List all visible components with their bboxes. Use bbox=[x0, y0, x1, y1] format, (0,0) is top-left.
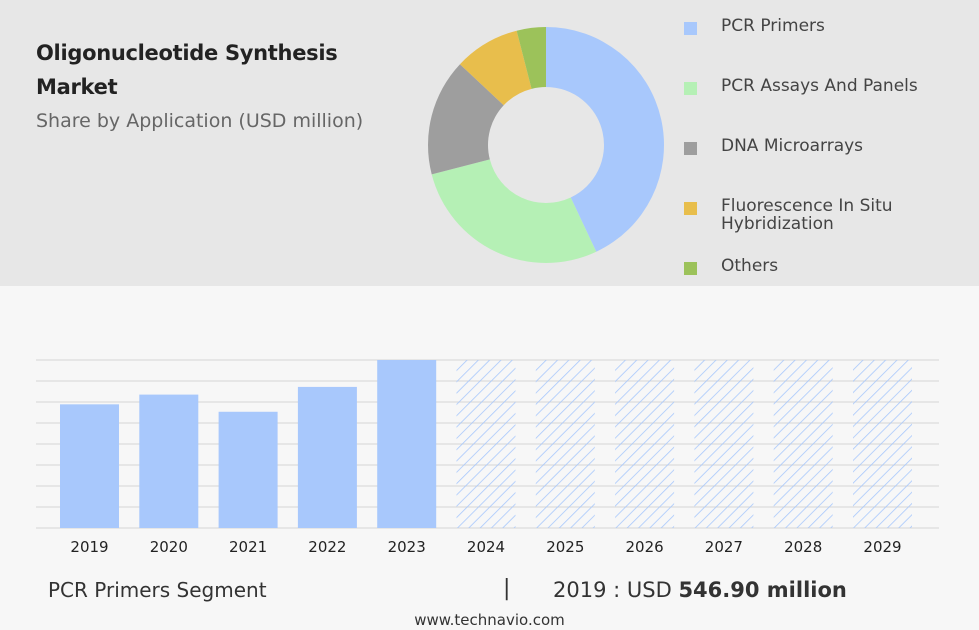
segment-value-text: 546.90 million bbox=[678, 578, 847, 602]
x-tick-label: 2027 bbox=[705, 538, 743, 556]
legend-swatch bbox=[684, 22, 697, 35]
legend-label: DNA Microarrays bbox=[721, 136, 864, 156]
x-tick-label: 2025 bbox=[546, 538, 584, 556]
chart-subtitle: Share by Application (USD million) bbox=[36, 110, 364, 132]
forecast-bar-2025 bbox=[535, 360, 595, 528]
donut-slice-pcr-assays-and-panels bbox=[431, 159, 597, 263]
donut-slice-fluorescence-in-situ-hybridization bbox=[459, 30, 532, 106]
x-tick-label: 2028 bbox=[784, 538, 822, 556]
bar-chart: 2019 2020 2021 2022 2023 2024 2025 2026 2027 2028… bbox=[36, 359, 939, 556]
x-tick-label: 2029 bbox=[863, 538, 901, 556]
forecast-bar-2027 bbox=[694, 360, 754, 528]
bar-2019 bbox=[60, 404, 119, 528]
forecast-bar-2024 bbox=[456, 360, 516, 528]
footer-separator: | bbox=[503, 576, 511, 601]
legend-swatch bbox=[684, 202, 697, 215]
segment-year-text: 2019 : USD bbox=[553, 578, 672, 602]
donut-slice-others bbox=[516, 27, 546, 89]
x-tick-label: 2020 bbox=[150, 538, 188, 556]
forecast-bar-2028 bbox=[773, 360, 833, 528]
legend-label: PCR Primers bbox=[721, 16, 825, 36]
x-tick-label: 2021 bbox=[229, 538, 267, 556]
x-tick-label: 2024 bbox=[467, 538, 505, 556]
legend-label: PCR Assays And Panels bbox=[721, 76, 918, 96]
legend-label: Fluorescence In Situ Hybridization bbox=[721, 196, 893, 234]
x-tick-label: 2022 bbox=[308, 538, 346, 556]
bar-2023 bbox=[377, 360, 437, 528]
website-link[interactable]: www.technavio.com bbox=[414, 611, 565, 629]
segment-value: 2019 : USD 546.90 million bbox=[553, 578, 847, 602]
legend-swatch bbox=[684, 142, 697, 155]
segment-label: PCR Primers Segment bbox=[48, 578, 267, 602]
legend-swatch bbox=[684, 262, 697, 275]
x-tick-label: 2019 bbox=[70, 538, 108, 556]
x-tick-label: 2023 bbox=[388, 538, 426, 556]
bar-2021 bbox=[218, 411, 278, 528]
forecast-bar-2029 bbox=[853, 360, 912, 528]
legend-label: Others bbox=[721, 256, 779, 276]
x-tick-label: 2026 bbox=[626, 538, 664, 556]
donut-chart bbox=[428, 27, 664, 263]
chart-title: Oligonucleotide Synthesis Market bbox=[36, 41, 338, 99]
bar-2020 bbox=[139, 394, 199, 528]
donut-slice-dna-microarrays bbox=[428, 64, 504, 175]
forecast-bar-2026 bbox=[615, 360, 675, 528]
legend-swatch bbox=[684, 82, 697, 95]
bar-2022 bbox=[297, 386, 357, 528]
donut-slice-pcr-primers bbox=[546, 27, 664, 252]
